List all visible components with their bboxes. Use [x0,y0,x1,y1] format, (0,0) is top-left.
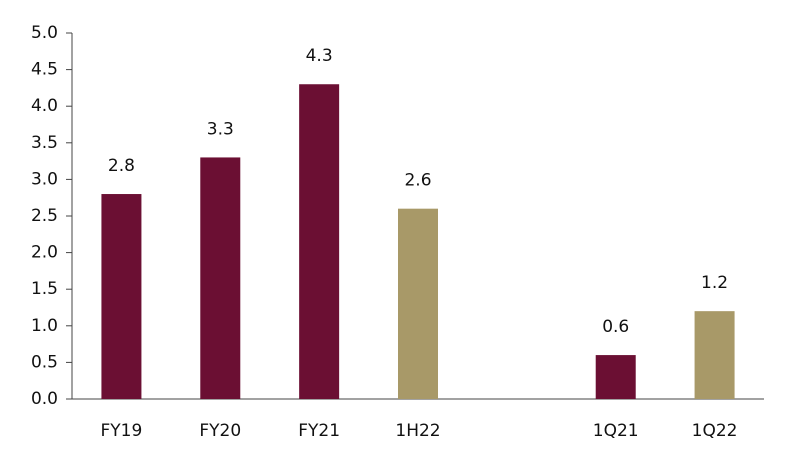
x-tick-label: 1H22 [395,421,440,441]
value-label: 3.3 [207,119,234,139]
x-tick-label: FY21 [298,421,340,441]
value-label: 0.6 [602,317,629,337]
y-tick-label: 0.5 [31,352,58,372]
bar [101,194,142,399]
y-tick-label: 4.0 [31,96,58,116]
y-tick-label: 1.5 [31,279,58,299]
value-label: 2.8 [108,156,135,176]
bar [694,311,735,399]
y-tick-label: 3.0 [31,169,58,189]
y-tick-label: 5.0 [31,23,58,43]
bar [398,208,438,399]
x-tick-label: FY19 [101,421,143,441]
bar [200,157,241,399]
value-label: 4.3 [306,46,333,66]
bar [595,355,636,399]
bar [299,84,340,400]
y-tick-label: 4.5 [31,60,58,80]
y-tick-label: 2.0 [31,243,58,263]
y-tick-label: 0.0 [31,389,58,409]
x-tick-label: FY20 [199,421,241,441]
y-tick-label: 3.5 [31,133,58,153]
value-label: 2.6 [404,171,431,191]
x-tick-label: 1Q21 [593,421,639,441]
value-label: 1.2 [701,273,728,293]
y-tick-label: 1.0 [31,316,58,336]
y-tick-label: 2.5 [31,206,58,226]
x-tick-label: 1Q22 [692,421,738,441]
